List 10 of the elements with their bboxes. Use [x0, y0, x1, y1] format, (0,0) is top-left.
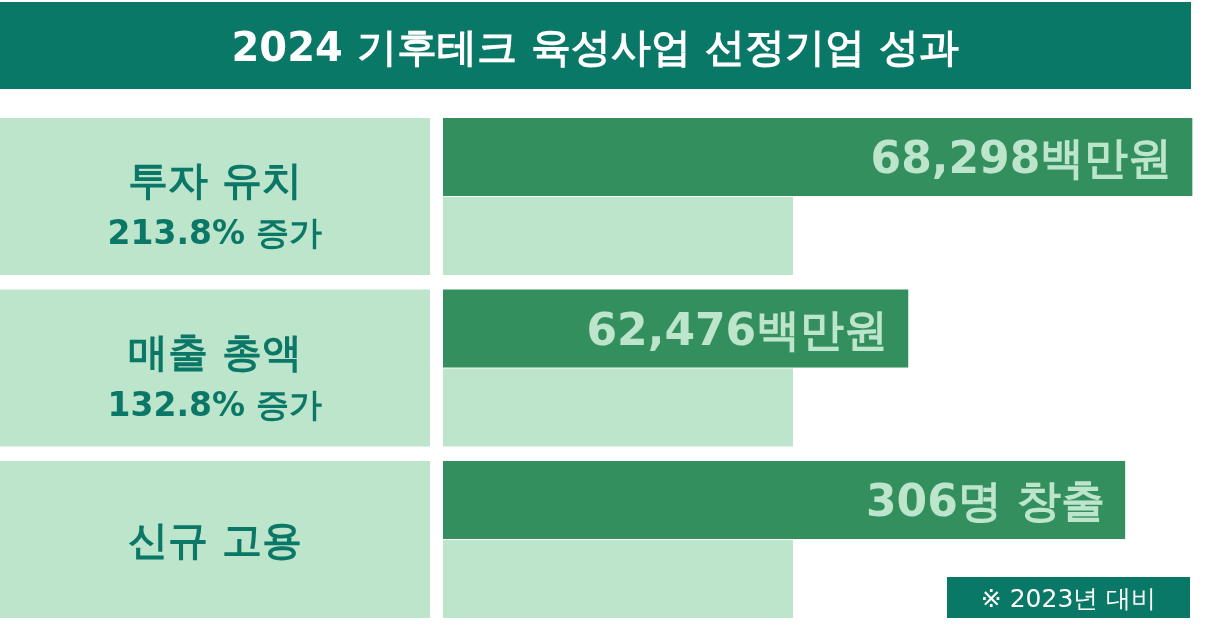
data-label: 306명 창출: [865, 475, 1106, 527]
y-tick-label: 매출 총액: [128, 328, 302, 375]
y-tick-label: 투자 유치: [128, 157, 302, 203]
data-label: 62,476백만원: [586, 303, 889, 355]
annotation: ※ 2023년 대비: [980, 584, 1157, 613]
y-tick-label: 신규 고용: [128, 516, 302, 563]
text: 213.8% 증가: [107, 213, 323, 252]
data-label: 68,298백만원: [870, 132, 1173, 184]
chart-title: 2024 기후테크 육성사업 선정기업 성과: [231, 24, 959, 70]
text: 132.8% 증가: [107, 384, 323, 424]
